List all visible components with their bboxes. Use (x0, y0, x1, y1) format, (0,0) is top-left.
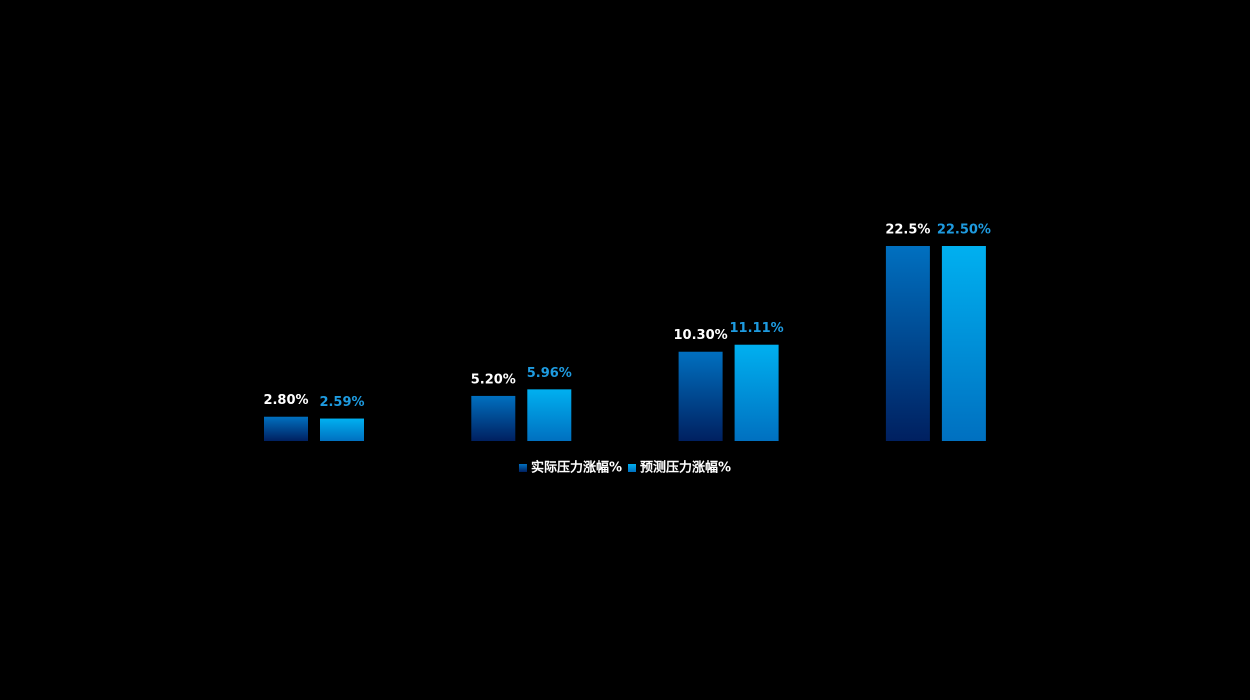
data-label: 11.11% (730, 321, 784, 336)
bar (885, 246, 930, 441)
data-label: 2.59% (319, 395, 364, 410)
legend-swatch (518, 464, 527, 472)
legend: 实际压力涨幅% 预测压力涨幅% (518, 460, 731, 476)
data-label: 5.20% (471, 372, 516, 387)
data-label: 10.30% (674, 328, 728, 343)
legend-swatch (628, 464, 636, 472)
bar (320, 418, 364, 441)
bar (678, 351, 723, 441)
bar (941, 246, 986, 441)
data-label: 2.80% (263, 393, 308, 408)
bar (527, 389, 572, 441)
data-label: 22.50% (937, 223, 991, 238)
bar (734, 344, 779, 441)
legend-label: 预测压力涨幅% (640, 460, 731, 476)
data-label: 5.96% (527, 366, 572, 381)
bar (264, 416, 308, 441)
bar (471, 395, 516, 441)
data-label: 22.5% (885, 223, 930, 238)
legend-label: 实际压力涨幅% (531, 460, 622, 476)
